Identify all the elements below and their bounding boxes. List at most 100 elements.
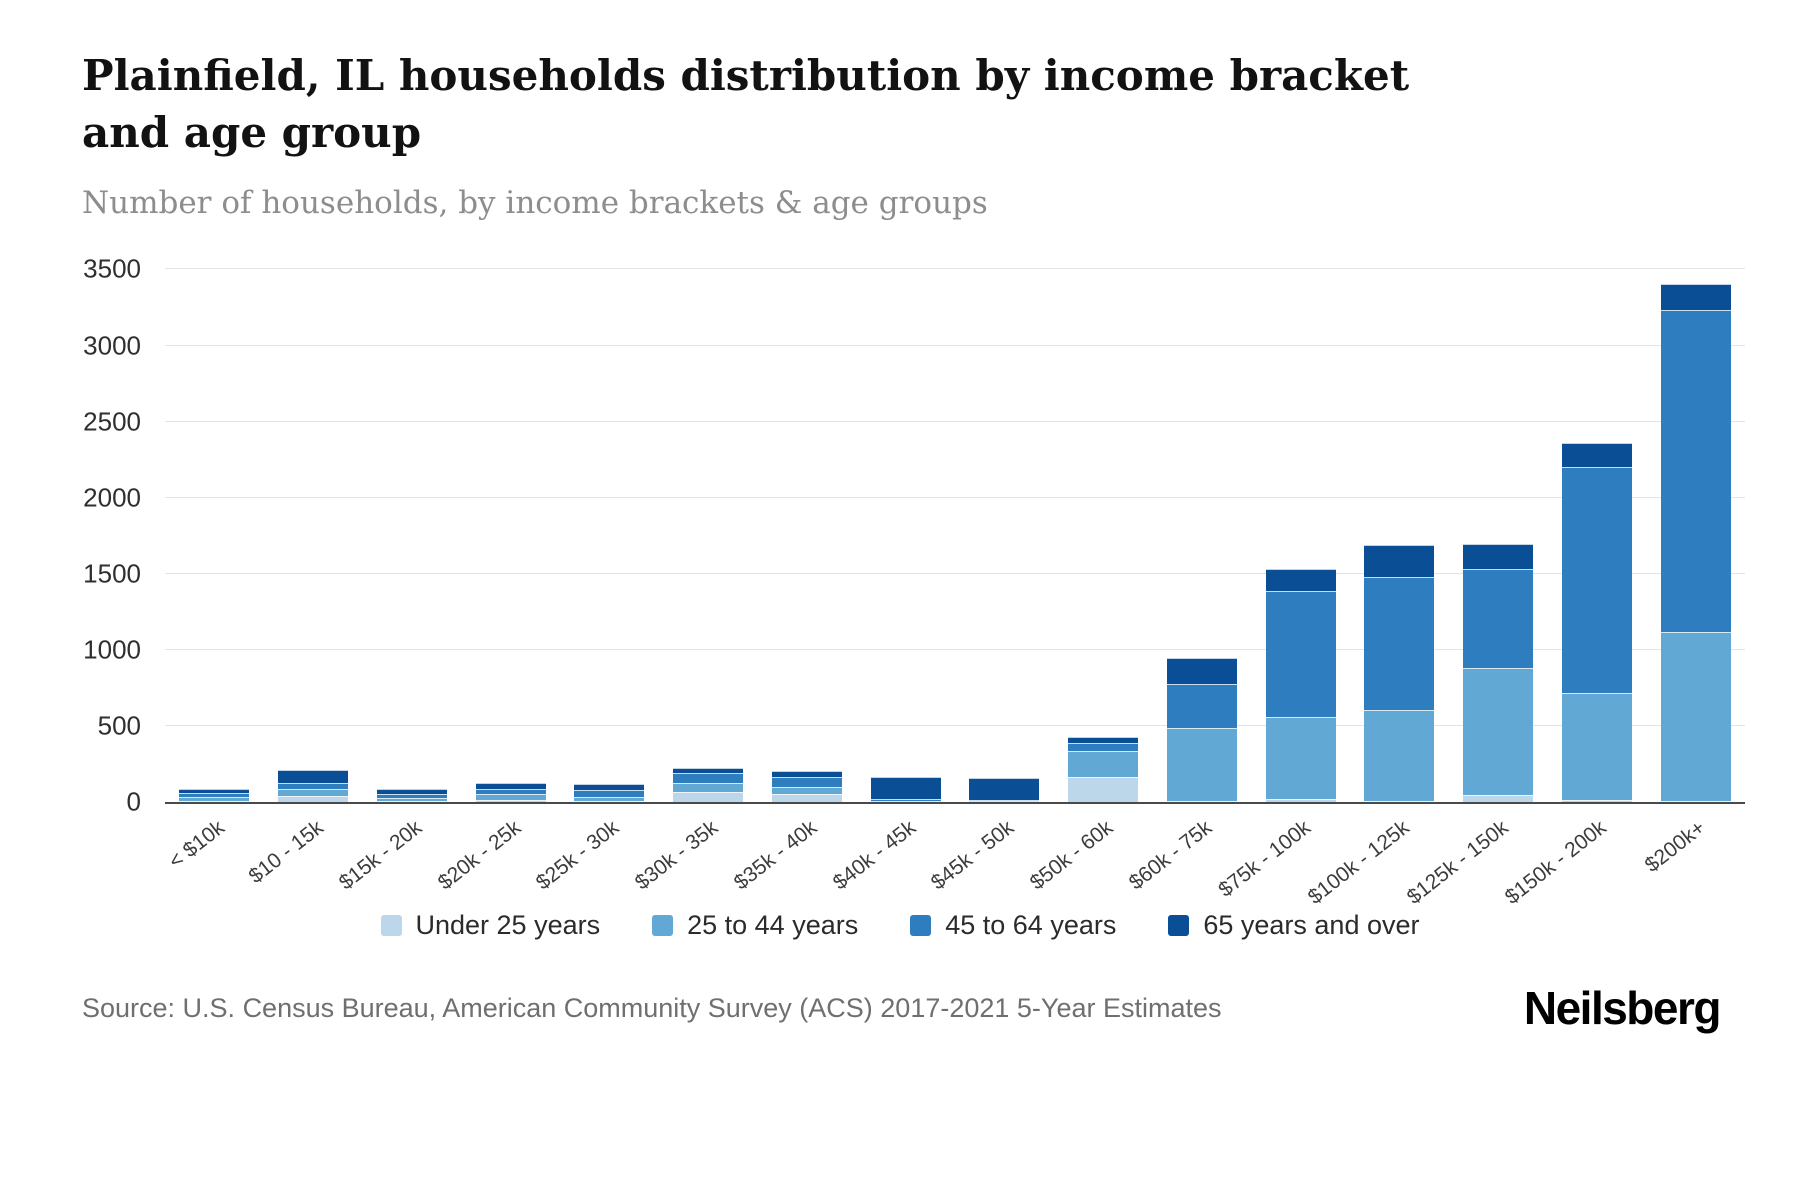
stacked-bar-60k-75k[interactable] xyxy=(1166,269,1237,803)
bar-column-40k-45k xyxy=(856,269,955,803)
stacked-bar-chart: 0 500 1000 1500 2000 2500 3000 3500 < $10k $10 -… xyxy=(0,254,1800,941)
bar-segment-under-25-years[interactable] xyxy=(771,794,842,803)
bar-segment-45-to-64-years[interactable] xyxy=(1265,590,1336,718)
bar-segment-25-to-44-years[interactable] xyxy=(1463,668,1534,795)
legend-label: 65 years and over xyxy=(1203,910,1420,941)
bar-segment-under-25-years[interactable] xyxy=(475,800,546,803)
stacked-bar-40k-45k[interactable] xyxy=(870,269,941,803)
bar-segment-25-to-44-years[interactable] xyxy=(1364,709,1435,801)
bar-segment-45-to-64-years[interactable] xyxy=(870,798,941,801)
bar-segment-25-to-44-years[interactable] xyxy=(673,783,744,792)
y-axis-tick-label: 2000 xyxy=(83,482,141,513)
bar-segment-65-years-and-over[interactable] xyxy=(771,771,842,777)
bar-segment-65-years-and-over[interactable] xyxy=(673,768,744,774)
bar-segment-45-to-64-years[interactable] xyxy=(673,773,744,784)
bar-segment-45-to-64-years[interactable] xyxy=(1463,569,1534,669)
x-axis: < $10k $10 - 15k $15k - 20k $20k - 25k $25k … xyxy=(164,804,1745,909)
bar-segment-25-to-44-years[interactable] xyxy=(969,801,1040,803)
bar-segment-under-25-years[interactable] xyxy=(179,800,250,803)
bar-segment-65-years-and-over[interactable] xyxy=(278,770,349,783)
bar-segment-65-years-and-over[interactable] xyxy=(1660,284,1731,311)
legend-label: Under 25 years xyxy=(415,910,601,941)
legend-item-65-years-and-over[interactable]: 65 years and over xyxy=(1168,910,1420,941)
bar-segment-under-25-years[interactable] xyxy=(1561,800,1632,803)
stacked-bar-125k-150k[interactable] xyxy=(1463,269,1534,803)
legend-item-25-to-44-years[interactable]: 25 to 44 years xyxy=(652,910,858,941)
stacked-bar-20k-25k[interactable] xyxy=(475,269,546,803)
legend-label: 45 to 64 years xyxy=(945,910,1117,941)
stacked-bar-30k-35k[interactable] xyxy=(673,269,744,803)
bar-segment-under-25-years[interactable] xyxy=(1068,777,1139,803)
stacked-bar-100k-125k[interactable] xyxy=(1364,269,1435,803)
bar-segment-65-years-and-over[interactable] xyxy=(1463,543,1534,570)
bar-segment-45-to-64-years[interactable] xyxy=(1561,467,1632,693)
plot-area: 0 500 1000 1500 2000 2500 3000 3500 xyxy=(83,254,1745,817)
bar-segment-65-years-and-over[interactable] xyxy=(475,783,546,789)
bar-segment-45-to-64-years[interactable] xyxy=(574,789,645,797)
gridline xyxy=(165,496,1745,498)
stacked-bar-15k-20k[interactable] xyxy=(376,269,447,803)
stacked-bar-45k-50k[interactable] xyxy=(969,269,1040,803)
bar-segment-65-years-and-over[interactable] xyxy=(1068,736,1139,743)
legend-swatch xyxy=(910,915,932,937)
bar-segment-45-to-64-years[interactable] xyxy=(278,782,349,790)
bar-segment-65-years-and-over[interactable] xyxy=(376,789,447,794)
bar-segment-45-to-64-years[interactable] xyxy=(376,793,447,798)
legend-item-45-to-64-years[interactable]: 45 to 64 years xyxy=(910,910,1116,941)
bar-segment-25-to-44-years[interactable] xyxy=(771,787,842,794)
bar-segment-under-25-years[interactable] xyxy=(673,791,744,803)
bar-segment-25-to-44-years[interactable] xyxy=(1660,631,1731,802)
bar-segment-25-to-44-years[interactable] xyxy=(278,789,349,796)
stacked-bar-10k[interactable] xyxy=(179,269,250,803)
stacked-bar-150k-200k[interactable] xyxy=(1561,269,1632,803)
bar-segment-25-to-44-years[interactable] xyxy=(574,796,645,802)
bar-segment-45-to-64-years[interactable] xyxy=(1364,577,1435,710)
gridline xyxy=(165,649,1745,651)
y-axis-tick-label: 1500 xyxy=(83,558,141,589)
bar-segment-under-25-years[interactable] xyxy=(1463,794,1534,803)
bar-segment-45-to-64-years[interactable] xyxy=(475,788,546,795)
bar-column-75k-100k xyxy=(1251,269,1350,803)
bar-segment-25-to-44-years[interactable] xyxy=(475,794,546,801)
stacked-bar-10-15k[interactable] xyxy=(278,269,349,803)
bar-segment-under-25-years[interactable] xyxy=(278,795,349,803)
stacked-bar-75k-100k[interactable] xyxy=(1265,269,1336,803)
x-axis-tick-150k-200k: $150k - 200k xyxy=(1501,816,1647,909)
bar-column-30k-35k xyxy=(659,269,758,803)
bar-segment-65-years-and-over[interactable] xyxy=(969,777,1040,800)
bar-segment-25-to-44-years[interactable] xyxy=(376,797,447,802)
bar-segment-25-to-44-years[interactable] xyxy=(179,797,250,801)
bar-segment-under-25-years[interactable] xyxy=(1364,800,1435,803)
legend-item-under-25-years[interactable]: Under 25 years xyxy=(380,910,601,941)
bar-segment-under-25-years[interactable] xyxy=(376,801,447,803)
bar-segment-25-to-44-years[interactable] xyxy=(870,800,941,803)
bar-segment-25-to-44-years[interactable] xyxy=(1166,727,1237,801)
stacked-bar-25k-30k[interactable] xyxy=(574,269,645,803)
bar-segment-45-to-64-years[interactable] xyxy=(1660,310,1731,632)
bar-segment-65-years-and-over[interactable] xyxy=(870,776,941,799)
gridline xyxy=(165,725,1745,727)
bar-segment-25-to-44-years[interactable] xyxy=(1265,717,1336,800)
stacked-bar-50k-60k[interactable] xyxy=(1068,269,1139,803)
bar-segment-under-25-years[interactable] xyxy=(1166,800,1237,803)
bar-segment-45-to-64-years[interactable] xyxy=(179,792,250,798)
bar-segment-25-to-44-years[interactable] xyxy=(1068,751,1139,778)
bar-segment-65-years-and-over[interactable] xyxy=(179,788,250,793)
bar-segment-65-years-and-over[interactable] xyxy=(1166,657,1237,685)
bar-segment-45-to-64-years[interactable] xyxy=(1068,743,1139,752)
bar-segment-45-to-64-years[interactable] xyxy=(1166,684,1237,728)
bar-segment-65-years-and-over[interactable] xyxy=(1364,545,1435,578)
bar-segment-65-years-and-over[interactable] xyxy=(574,783,645,790)
bar-column-100k-125k xyxy=(1350,269,1449,803)
bar-segment-under-25-years[interactable] xyxy=(1265,799,1336,803)
bar-segment-65-years-and-over[interactable] xyxy=(1561,443,1632,468)
stacked-bar-35k-40k[interactable] xyxy=(771,269,842,803)
bar-segment-under-25-years[interactable] xyxy=(574,801,645,803)
bar-segment-under-25-years[interactable] xyxy=(1660,801,1731,803)
bar-segment-45-to-64-years[interactable] xyxy=(969,799,1040,802)
gridline xyxy=(165,268,1745,270)
bar-segment-65-years-and-over[interactable] xyxy=(1265,569,1336,591)
bar-segment-25-to-44-years[interactable] xyxy=(1561,692,1632,801)
bar-segment-45-to-64-years[interactable] xyxy=(771,776,842,788)
stacked-bar-200k[interactable] xyxy=(1660,269,1731,803)
